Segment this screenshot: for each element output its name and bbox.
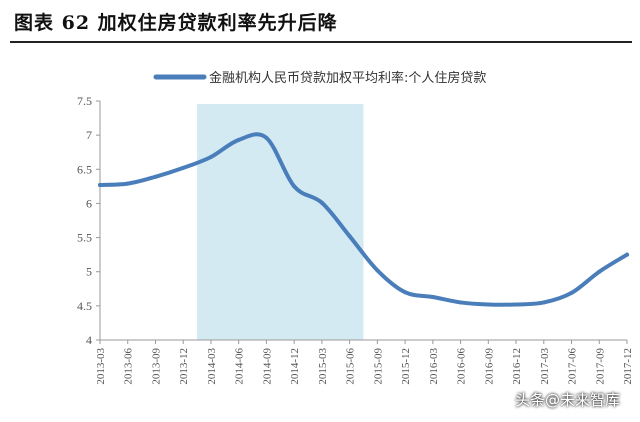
x-tick-label: 2014-06 bbox=[234, 348, 246, 385]
y-tick-label: 7 bbox=[86, 128, 92, 142]
data-point bbox=[125, 181, 130, 186]
x-tick-label: 2015-09 bbox=[372, 348, 384, 385]
data-point bbox=[430, 294, 435, 299]
figure-title: 图表 62 加权住房贷款利率先升后降 bbox=[14, 12, 338, 34]
data-point bbox=[486, 302, 491, 307]
x-tick-label: 2016-12 bbox=[511, 348, 523, 385]
x-tick-label: 2014-09 bbox=[261, 348, 273, 385]
x-tick-label: 2017-12 bbox=[622, 348, 634, 385]
data-point bbox=[264, 135, 269, 140]
x-tick-label: 2013-09 bbox=[150, 348, 162, 385]
y-axis: 4 4.5 5 5.5 6 6.5 7 7.5 bbox=[77, 94, 101, 347]
x-tick-label: 2016-03 bbox=[428, 348, 440, 385]
x-axis: 2013-03 2013-06 2013-09 2013-12 2014-03 2014-… bbox=[95, 339, 634, 385]
x-tick-label: 2015-03 bbox=[317, 348, 329, 385]
y-tick-label: 7.5 bbox=[77, 94, 92, 108]
x-tick-label: 2016-09 bbox=[483, 348, 495, 385]
series-line bbox=[98, 132, 629, 307]
data-point bbox=[153, 174, 158, 179]
data-point bbox=[181, 165, 186, 170]
x-tick-label: 2013-06 bbox=[123, 348, 135, 385]
data-point bbox=[319, 200, 324, 205]
x-tick-label: 2017-03 bbox=[539, 348, 551, 385]
data-point bbox=[347, 234, 352, 239]
y-tick-label: 6.5 bbox=[77, 162, 92, 176]
data-point bbox=[458, 300, 463, 305]
data-point bbox=[403, 290, 408, 295]
data-point bbox=[625, 252, 629, 257]
x-tick-label: 2015-12 bbox=[400, 348, 412, 385]
data-point bbox=[292, 184, 297, 189]
watermark: 头条@未来智库 bbox=[514, 391, 620, 409]
x-tick-label: 2015-06 bbox=[345, 348, 357, 385]
highlight-band bbox=[197, 104, 364, 340]
y-tick-label: 5.5 bbox=[77, 231, 92, 245]
data-point bbox=[514, 302, 519, 307]
data-points bbox=[98, 135, 629, 307]
data-point bbox=[208, 154, 213, 159]
data-point bbox=[597, 269, 602, 274]
y-tick-label: 6 bbox=[86, 196, 92, 210]
x-tick-label: 2017-06 bbox=[567, 348, 579, 385]
x-tick-label: 2014-12 bbox=[289, 348, 301, 385]
x-tick-label: 2013-03 bbox=[95, 348, 107, 385]
data-point bbox=[98, 182, 102, 187]
x-tick-label: 2014-03 bbox=[206, 348, 218, 385]
x-tick-label: 2017-09 bbox=[594, 348, 606, 385]
data-point bbox=[236, 137, 241, 142]
y-tick-label: 4 bbox=[86, 333, 92, 347]
legend: 金融机构人民币贷款加权平均利率:个人住房贷款 bbox=[153, 70, 486, 86]
y-tick-label: 5 bbox=[86, 265, 92, 279]
data-point bbox=[541, 300, 546, 305]
y-tick-label: 4.5 bbox=[77, 299, 92, 313]
data-point bbox=[375, 268, 380, 273]
x-tick-label: 2013-12 bbox=[178, 348, 190, 385]
title-rule bbox=[10, 41, 632, 43]
legend-label: 金融机构人民币贷款加权平均利率:个人住房贷款 bbox=[209, 70, 486, 86]
data-point bbox=[569, 290, 574, 295]
x-tick-label: 2016-06 bbox=[456, 348, 468, 385]
